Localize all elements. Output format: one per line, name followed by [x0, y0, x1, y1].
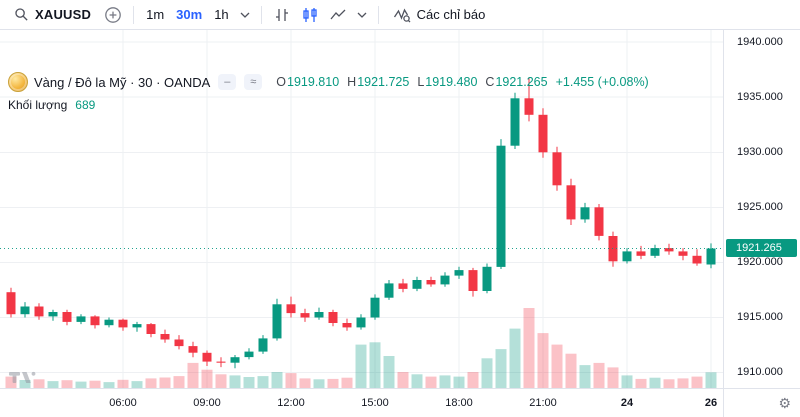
time-axis-label: 24: [620, 397, 634, 409]
current-price-badge: 1921.265: [726, 239, 797, 258]
symbol-name: XAUUSD: [35, 7, 92, 22]
price-axis-label: 1915.000: [737, 311, 783, 323]
candlestick-chart[interactable]: [0, 30, 723, 388]
indicators-label: Các chỉ báo: [416, 7, 486, 22]
chevron-down-icon: [240, 12, 250, 18]
legend-minimize-icon[interactable]: –: [218, 74, 237, 90]
time-axis: 06:00 09:00 12:00 15:00 18:00 21:00 24 26 ⚙: [0, 388, 800, 417]
chart-style-dropdown-button[interactable]: [352, 9, 372, 21]
time-axis-label: 18:00: [445, 397, 473, 409]
price-axis-label: 1940.000: [737, 35, 783, 48]
time-axis-label: 06:00: [109, 397, 137, 409]
price-axis-label: 1910.000: [737, 366, 783, 379]
interval-dropdown-button[interactable]: [235, 9, 255, 21]
time-axis-label: 12:00: [277, 397, 305, 409]
gear-icon[interactable]: ⚙: [778, 395, 791, 411]
area-chart-icon: [330, 9, 346, 19]
ohlc-low: L 1919.480: [417, 75, 478, 89]
price-axis-label: 1920.000: [737, 255, 783, 268]
price-axis-label: 1935.000: [737, 90, 783, 103]
indicators-icon: [393, 8, 411, 22]
toolbar-separator: [133, 5, 135, 24]
price-axis[interactable]: 1921.265 1940.000 1935.000 1930.000 1925.00…: [723, 30, 800, 388]
chart-style-bars-button[interactable]: [268, 3, 296, 27]
volume-label[interactable]: Khối lượng: [8, 98, 68, 112]
ohlc-values: O 1919.810 H 1921.725 L 1919.480 C 1921.265 …: [276, 75, 648, 89]
volume-value: 689: [75, 98, 96, 112]
price-axis-label: 1925.000: [737, 200, 783, 213]
price-axis-label: 1930.000: [737, 145, 783, 158]
chart-region: Vàng / Đô la Mỹ · 30 · OANDA – ≈ O 1919.8…: [0, 30, 723, 388]
time-axis-label: 15:00: [361, 397, 389, 409]
axis-corner: ⚙: [723, 389, 800, 417]
chevron-down-icon: [357, 12, 367, 18]
volume-legend: Khối lượng 689: [8, 98, 649, 112]
toolbar-separator: [260, 5, 262, 24]
ohlc-close: C 1921.265: [485, 75, 548, 89]
chart-legend: Vàng / Đô la Mỹ · 30 · OANDA – ≈ O 1919.8…: [8, 72, 649, 112]
search-icon: [15, 8, 28, 21]
interval-1h-button[interactable]: 1h: [214, 7, 229, 22]
interval-1m-button[interactable]: 1m: [146, 7, 165, 22]
candles: [6, 77, 716, 369]
toolbar-separator: [377, 5, 379, 24]
symbol-title[interactable]: Vàng / Đô la Mỹ · 30 · OANDA: [34, 74, 211, 90]
ohlc-open: O 1919.810: [276, 75, 340, 89]
ohlc-high: H 1921.725: [347, 75, 410, 89]
interval-30m-button[interactable]: 30m: [176, 7, 203, 22]
bars-style-icon: [275, 8, 288, 21]
time-axis-label: 09:00: [193, 397, 221, 409]
chart-style-candles-button[interactable]: [296, 3, 324, 27]
compare-add-button[interactable]: [99, 3, 127, 27]
chart-style-area-button[interactable]: [324, 3, 352, 27]
top-toolbar: XAUUSD 1m 30m 1h: [0, 0, 800, 30]
plus-circle-icon: [105, 6, 121, 23]
symbol-search-button[interactable]: XAUUSD: [6, 4, 99, 25]
legend-more-icon[interactable]: ≈: [244, 74, 263, 90]
tradingview-logo[interactable]: [8, 369, 38, 385]
indicators-button[interactable]: Các chỉ báo: [385, 4, 494, 26]
volume-bars: [5, 308, 717, 388]
price-change: +1.455 (+0.08%): [555, 75, 649, 89]
gold-coin-icon: [8, 72, 28, 92]
time-axis-scale[interactable]: 06:00 09:00 12:00 15:00 18:00 21:00 24 26: [0, 389, 723, 417]
candles-style-icon: [303, 7, 317, 22]
time-axis-label: 26: [704, 397, 718, 409]
time-axis-label: 21:00: [529, 397, 557, 409]
